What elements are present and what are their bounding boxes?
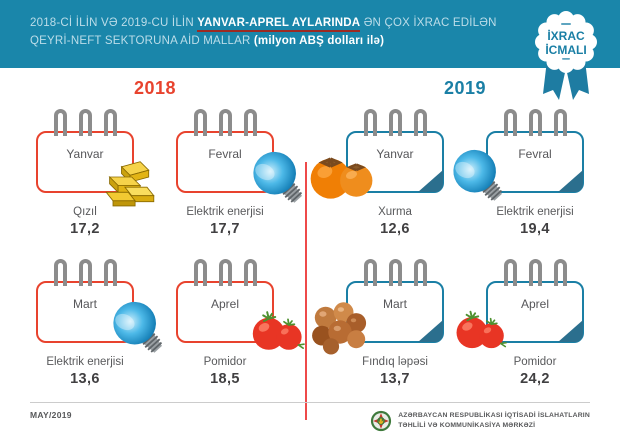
product-value: 12,6 xyxy=(380,221,410,237)
calendar-month-label: Fevral xyxy=(208,147,242,161)
product-label: Elektrik enerjisi xyxy=(46,356,124,368)
ixrac-icmali-rosette-badge-icon: İXRAC İCMALI xyxy=(535,11,597,100)
title-highlight-underlined: YANVAR-APREL AYLARINDA xyxy=(197,17,361,32)
light-bulb-icon xyxy=(102,291,176,365)
gold-bars-icon xyxy=(96,143,164,211)
column-2018: 2018 Yanvar Qızıl 17,2 xyxy=(0,68,310,398)
calendar-rings-icon xyxy=(176,259,274,286)
year-heading-2018: 2018 xyxy=(133,78,177,98)
product-value: 13,7 xyxy=(380,371,410,387)
product-value: 17,7 xyxy=(210,221,240,237)
calendar-month-label: Aprel xyxy=(210,297,239,311)
product-label: Xurma xyxy=(378,206,412,218)
calendar-graphic: Yanvar xyxy=(34,109,134,195)
items-grid-2019: Yanvar Xurma 12,6 Fevral Elektrik enerji… xyxy=(310,109,620,387)
tomatoes-icon xyxy=(244,297,308,361)
footer-organization: AZƏRBAYCAN RESPUBLİKASI İQTİSADİ İSLAHAT… xyxy=(370,410,590,432)
footer-date: MAY/2019 xyxy=(30,410,72,420)
title-unit-note: (milyon ABŞ dolları ilə) xyxy=(253,34,385,47)
year-divider-line xyxy=(305,162,307,420)
calendar-month-label: Mart xyxy=(73,297,97,311)
calendar-graphic: Yanvar xyxy=(346,109,444,195)
product-label: Elektrik enerjisi xyxy=(186,206,264,218)
product-value: 13,6 xyxy=(70,371,100,387)
page-title: 2018-Cİ İLİN VƏ 2019-CU İLİN YANVAR-APRE… xyxy=(0,0,620,51)
persimmons-icon xyxy=(304,135,380,211)
title-text: QEYRİ-NEFT SEKTORUNA AİD MALLAR xyxy=(30,34,254,47)
calendar-sheet xyxy=(486,131,584,193)
footer: MAY/2019 AZƏRBAYCAN RESPUBLİKASI İQTİSAD… xyxy=(30,402,590,432)
calendar-rings-icon xyxy=(36,109,134,136)
calendar-graphic: Fevral xyxy=(174,109,274,195)
calendar-month-label: Fevral xyxy=(518,147,552,161)
calendar-graphic: Aprel xyxy=(174,259,274,345)
calendar-month-label: Yanvar xyxy=(376,147,414,161)
azerbaijan-state-emblem-icon xyxy=(370,410,392,432)
title-line-1: 2018-Cİ İLİN VƏ 2019-CU İLİN YANVAR-APRE… xyxy=(30,15,500,33)
organization-name: AZƏRBAYCAN RESPUBLİKASI İQTİSADİ İSLAHAT… xyxy=(398,411,590,431)
light-bulb-icon xyxy=(442,139,516,213)
title-line-2: QEYRİ-NEFT SEKTORUNA AİD MALLAR (milyon … xyxy=(30,33,500,51)
export-item-2019-mart: Mart Fındıq ləpəsi 13,7 xyxy=(333,259,457,387)
product-value: 24,2 xyxy=(520,371,550,387)
calendar-rings-icon xyxy=(486,259,584,286)
product-value: 19,4 xyxy=(520,221,550,237)
year-heading-2019: 2019 xyxy=(443,78,487,98)
product-label: Elektrik enerjisi xyxy=(496,206,574,218)
product-label: Pomidor xyxy=(203,356,247,368)
calendar-rings-icon xyxy=(36,259,134,286)
hazelnuts-icon xyxy=(304,287,376,359)
calendar-month-label: Aprel xyxy=(520,297,549,311)
export-item-2019-fevral: Fevral Elektrik enerjisi 19,4 xyxy=(473,109,597,237)
tomatoes-icon xyxy=(448,297,510,359)
title-text: 2018-Cİ İLİN VƏ 2019-CU İLİN xyxy=(30,17,198,29)
calendar-rings-icon xyxy=(176,109,274,136)
calendar-month-label: Yanvar xyxy=(66,147,104,161)
product-label: Fındıq ləpəsi xyxy=(362,356,428,368)
calendar-rings-icon xyxy=(346,109,444,136)
product-label: Pomidor xyxy=(513,356,557,368)
calendar-rings-icon xyxy=(486,109,584,136)
product-label: Qızıl xyxy=(73,206,97,218)
column-2019: 2019 Yanvar Xurma 12,6 xyxy=(310,68,620,398)
export-item-2018-yanvar: Yanvar Qızıl 17,2 xyxy=(23,109,147,237)
export-item-2018-mart: Mart Elektrik enerjisi 13,6 xyxy=(23,259,147,387)
calendar-graphic: Aprel xyxy=(486,259,584,345)
export-item-2018-aprel: Aprel Pomidor 18,5 xyxy=(163,259,287,387)
organization-name-line1: AZƏRBAYCAN RESPUBLİKASI İQTİSADİ İSLAHAT… xyxy=(398,412,590,420)
header-band: 2018-Cİ İLİN VƏ 2019-CU İLİN YANVAR-APRE… xyxy=(0,0,620,100)
calendar-graphic: Mart xyxy=(34,259,134,345)
export-item-2019-yanvar: Yanvar Xurma 12,6 xyxy=(333,109,457,237)
title-text: ƏN ÇOX İXRAC EDİLƏN xyxy=(360,17,497,29)
product-value: 18,5 xyxy=(210,371,240,387)
export-item-2018-fevral: Fevral Elektrik enerjisi 17,7 xyxy=(163,109,287,237)
export-item-2019-aprel: Aprel Pomidor 24,2 xyxy=(473,259,597,387)
product-value: 17,2 xyxy=(70,221,100,237)
calendar-rings-icon xyxy=(346,259,444,286)
items-grid-2018: Yanvar Qızıl 17,2 Fevral Elektrik enerji… xyxy=(0,109,310,387)
calendar-graphic: Fevral xyxy=(486,109,584,195)
comparison-area: 2018 Yanvar Qızıl 17,2 xyxy=(0,68,620,420)
badge-text-line2: İCMALI xyxy=(545,42,586,57)
calendar-graphic: Mart xyxy=(346,259,444,345)
organization-name-line2: TƏHLİLİ VƏ KOMMUNİKASİYA MƏRKƏZİ xyxy=(398,422,536,429)
calendar-month-label: Mart xyxy=(383,297,407,311)
badge-text-line1: İXRAC xyxy=(547,28,585,43)
